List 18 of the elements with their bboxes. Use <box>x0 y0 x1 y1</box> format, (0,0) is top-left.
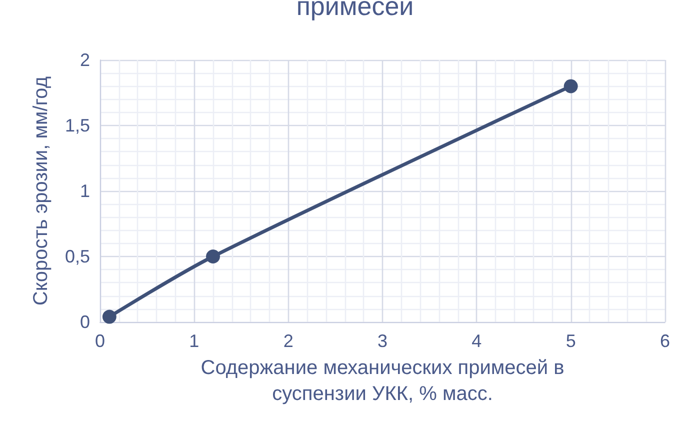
x-tick-label: 6 <box>660 331 670 351</box>
x-tick-label: 2 <box>283 331 294 351</box>
y-axis-title: Скорость эрозии, мм/год <box>30 76 52 306</box>
x-axis-title: Содержание механических примесей в суспензии УКК, % масс. <box>200 356 564 405</box>
point <box>102 310 116 324</box>
point <box>206 250 220 264</box>
x-tick-label: 1 <box>189 331 200 351</box>
x-tick-label: 0 <box>94 331 106 351</box>
chart-title: примесей <box>296 0 414 21</box>
y-tick-label: 0 <box>80 312 90 332</box>
x-tick-label: 3 <box>377 331 388 351</box>
y-tick-label: 1 <box>80 181 90 201</box>
point <box>564 79 578 94</box>
x-tick-label: 4 <box>472 331 482 351</box>
x-tick-label: 5 <box>566 331 576 351</box>
y-tick-label: 2 <box>80 50 90 70</box>
y-tick-label: 0,5 <box>64 246 90 266</box>
y-tick-label: 1,5 <box>64 116 90 136</box>
